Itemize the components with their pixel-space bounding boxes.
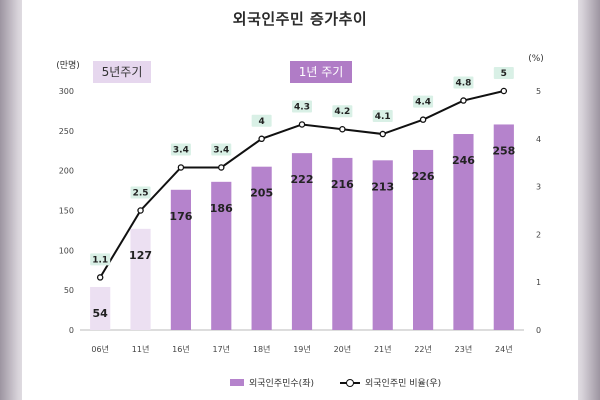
bar <box>372 160 393 330</box>
chart-title: 외국인주민 증가추이 <box>232 10 368 28</box>
bar-value-label: 186 <box>210 202 233 215</box>
ratio-value-label: 1.1 <box>92 255 108 265</box>
ratio-value-label: 3.4 <box>173 145 189 155</box>
ratio-label-bg <box>211 143 232 156</box>
ratio-label-bg <box>292 100 312 113</box>
y-right-tick-label: 1 <box>536 278 541 287</box>
x-tick-label: 24년 <box>495 344 513 354</box>
ratio-value-label: 4.3 <box>294 102 310 112</box>
bar-value-label: 54 <box>93 307 109 320</box>
ratio-label-bg <box>413 95 434 108</box>
ratio-point <box>460 97 467 104</box>
ratio-point <box>419 116 427 123</box>
x-tick-label: 23년 <box>455 344 473 354</box>
bar-value-label: 222 <box>291 173 314 186</box>
legend-label-ratio: 외국인주민 비율(우) <box>365 379 442 389</box>
ratio-label-bg <box>170 143 191 156</box>
ratio-label-bg <box>372 110 393 123</box>
y-left-tick-label: 150 <box>59 207 74 216</box>
ratio-value-label: 4.2 <box>334 107 350 117</box>
ratio-value-label: 2.5 <box>133 189 149 199</box>
bar <box>170 189 191 330</box>
ratio-point <box>379 130 386 138</box>
y-right-tick-label: 2 <box>536 230 541 239</box>
y-left-tick-label: 50 <box>64 286 74 295</box>
y-right-tick-label: 0 <box>536 326 541 335</box>
x-tick-label: 22년 <box>414 344 432 354</box>
y-left-tick-label: 200 <box>59 167 74 176</box>
ratio-value-label: 4.8 <box>455 79 471 89</box>
x-tick-label: 19년 <box>293 344 311 354</box>
ratio-value-label: 4.4 <box>415 98 431 108</box>
y-left-tick-label: 100 <box>59 246 74 255</box>
y-left-tick-label: 250 <box>59 127 74 136</box>
ratio-point <box>298 121 306 128</box>
x-tick-label: 17년 <box>212 344 230 354</box>
legend-line-swatch <box>340 378 360 387</box>
legend: 외국인주민수(좌) 외국인주민 비율(우) <box>0 376 600 392</box>
bar-value-label: 213 <box>371 180 394 193</box>
bar-value-label: 216 <box>331 178 354 191</box>
bar <box>493 124 514 331</box>
y-right-tick-label: 3 <box>536 183 541 192</box>
bar-value-label: 246 <box>452 154 475 167</box>
legend-item-ratio: 외국인주민 비율(우) <box>340 376 441 389</box>
bar <box>211 181 232 330</box>
ratio-label-bg <box>493 67 514 79</box>
legend-item-population: 외국인주민수(좌) <box>230 376 314 389</box>
ratio-point <box>339 125 346 133</box>
ratio-value-label: 5 <box>501 69 507 79</box>
ratio-point <box>258 135 265 143</box>
ratio-label-bg <box>130 186 151 199</box>
bar <box>130 228 151 330</box>
y-left-tick-label: 0 <box>69 326 74 335</box>
bar <box>291 153 313 330</box>
y-right-tick-label: 4 <box>536 135 541 144</box>
bar <box>332 157 353 330</box>
legend-bar-swatch <box>230 379 244 386</box>
x-tick-label: 11년 <box>132 344 150 354</box>
x-tick-label: 16년 <box>172 344 190 354</box>
bar <box>453 134 474 330</box>
bar <box>251 166 272 330</box>
ratio-point <box>137 207 144 214</box>
x-tick-label: 20년 <box>334 344 352 354</box>
ratio-label-bg <box>251 114 272 127</box>
ratio-point <box>500 87 508 95</box>
y-right-tick-label: 5 <box>536 87 541 96</box>
bar-value-label: 205 <box>250 187 273 200</box>
x-tick-label: 21년 <box>374 344 392 354</box>
bar <box>90 286 111 330</box>
x-tick-label: 06년 <box>91 344 109 354</box>
bar-value-label: 176 <box>169 210 192 223</box>
x-tick-label: 18년 <box>253 344 271 354</box>
ratio-value-label: 4 <box>259 117 265 127</box>
ratio-value-label: 4.1 <box>375 112 391 122</box>
y-left-unit: (만명) <box>56 60 80 71</box>
ratio-value-label: 3.4 <box>213 145 229 155</box>
ratio-point <box>177 164 185 171</box>
period-label-5year: 5년주기 <box>93 61 151 83</box>
ratio-label-bg <box>453 76 474 89</box>
bar <box>413 149 434 330</box>
ratio-point <box>218 164 225 171</box>
bar-value-label: 226 <box>412 170 435 183</box>
ratio-label-bg <box>90 253 111 266</box>
period-label-1year: 1년 주기 <box>290 61 352 83</box>
bar-value-label: 127 <box>129 249 152 262</box>
ratio-label-bg <box>332 105 353 118</box>
ratio-point <box>96 274 104 281</box>
y-left-tick-label: 300 <box>59 87 74 96</box>
legend-label-population: 외국인주민수(좌) <box>249 379 314 389</box>
y-right-unit: (%) <box>528 54 544 64</box>
bar-value-label: 258 <box>492 144 515 157</box>
